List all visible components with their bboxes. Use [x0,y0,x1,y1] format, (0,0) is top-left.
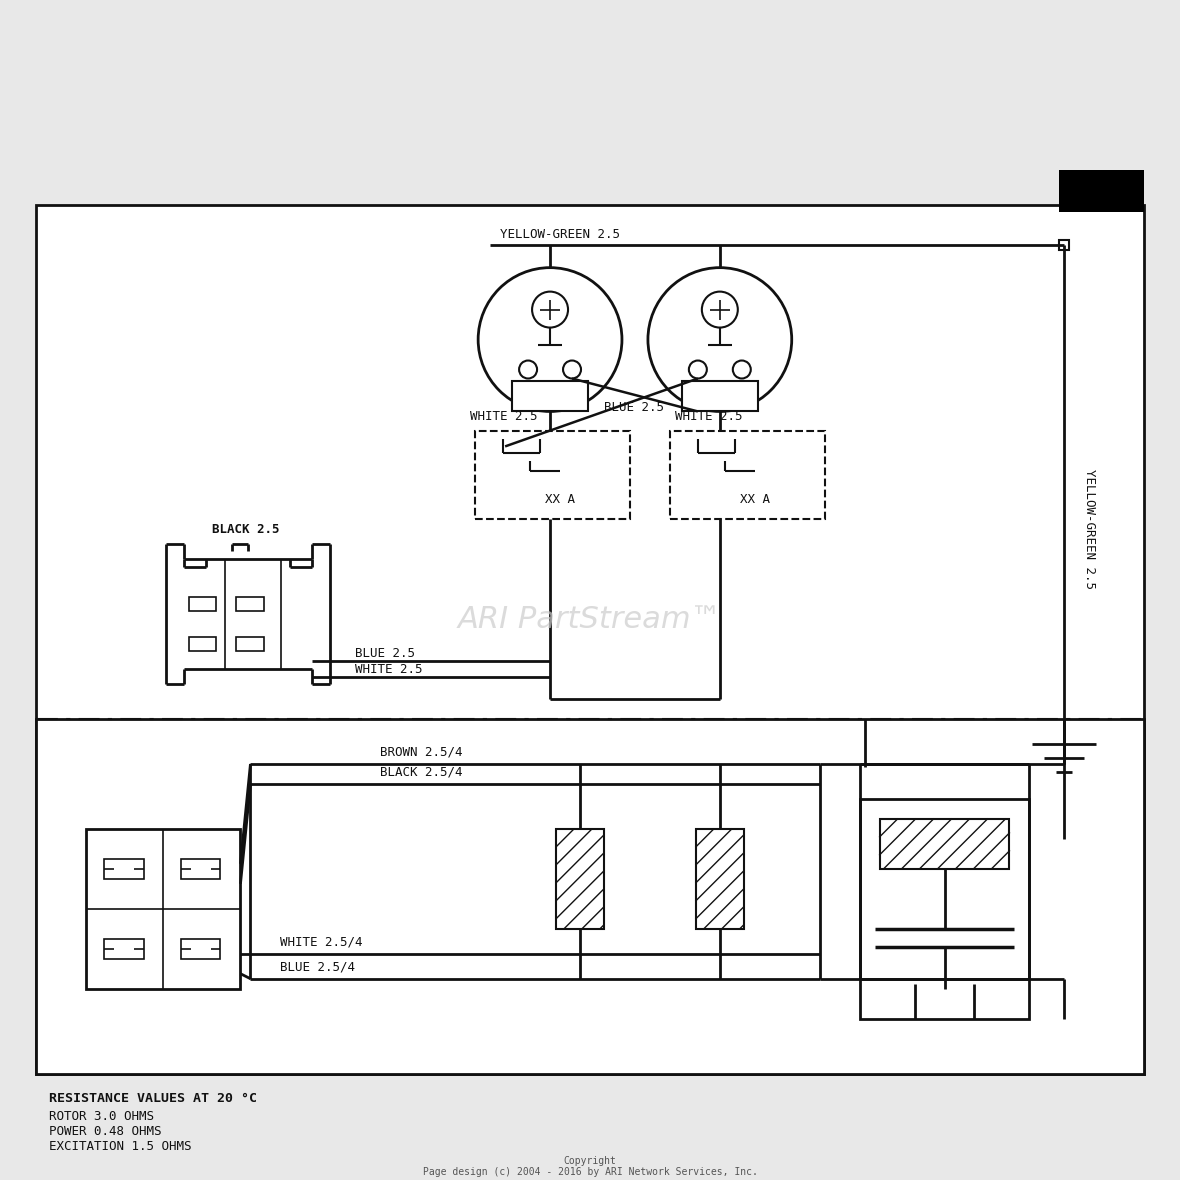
Text: XX A: XX A [545,493,575,506]
Circle shape [532,291,568,328]
Text: YELLOW-GREEN 2.5: YELLOW-GREEN 2.5 [500,228,621,241]
Bar [189,637,216,651]
Text: BLACK 2.5: BLACK 2.5 [212,523,280,536]
Circle shape [563,361,581,379]
Bar [670,432,825,519]
Bar [556,828,604,929]
Text: WHITE 2.5: WHITE 2.5 [675,409,742,422]
Text: BROWN 2.5/4: BROWN 2.5/4 [380,746,463,759]
Circle shape [702,291,738,328]
Circle shape [843,767,886,811]
Bar [236,637,264,651]
Bar [696,828,743,929]
Bar [181,939,221,958]
Circle shape [733,361,750,379]
Bar [1060,170,1145,211]
Bar [236,597,264,611]
Bar [104,859,144,879]
Bar [512,381,588,412]
Bar [35,719,1145,1074]
Bar [86,828,241,989]
Bar [104,939,144,958]
Text: BLACK 2.5/4: BLACK 2.5/4 [380,766,463,779]
Text: Copyright
Page design (c) 2004 - 2016 by ARI Network Services, Inc.: Copyright Page design (c) 2004 - 2016 by… [422,1155,758,1178]
Bar [189,597,216,611]
Circle shape [689,361,707,379]
Text: ROTOR 3.0 OHMS: ROTOR 3.0 OHMS [48,1110,153,1123]
Text: XX A: XX A [740,493,769,506]
Text: BLUE 2.5: BLUE 2.5 [604,401,664,414]
Text: ARI PartStream™: ARI PartStream™ [458,604,722,634]
Text: BLUE 2.5: BLUE 2.5 [355,647,415,660]
Text: WHITE 2.5/4: WHITE 2.5/4 [281,936,363,949]
Bar [879,819,1009,868]
Circle shape [519,361,537,379]
Text: RESISTANCE VALUES AT 20 °C: RESISTANCE VALUES AT 20 °C [48,1092,257,1104]
Bar [860,799,1029,1018]
Text: WHITE 2.5: WHITE 2.5 [470,409,538,422]
Bar [181,859,221,879]
Bar [682,381,758,412]
Text: BLUE 2.5/4: BLUE 2.5/4 [281,961,355,974]
Bar [1060,240,1069,250]
Text: EXCITATION 1.5 OHMS: EXCITATION 1.5 OHMS [48,1140,191,1153]
Circle shape [478,268,622,412]
Text: POWER 0.48 OHMS: POWER 0.48 OHMS [48,1125,162,1138]
Circle shape [648,268,792,412]
Text: WHITE 2.5: WHITE 2.5 [355,663,422,676]
Bar [476,432,630,519]
Bar [35,204,1145,1074]
Text: YELLOW-GREEN 2.5: YELLOW-GREEN 2.5 [1083,470,1096,589]
